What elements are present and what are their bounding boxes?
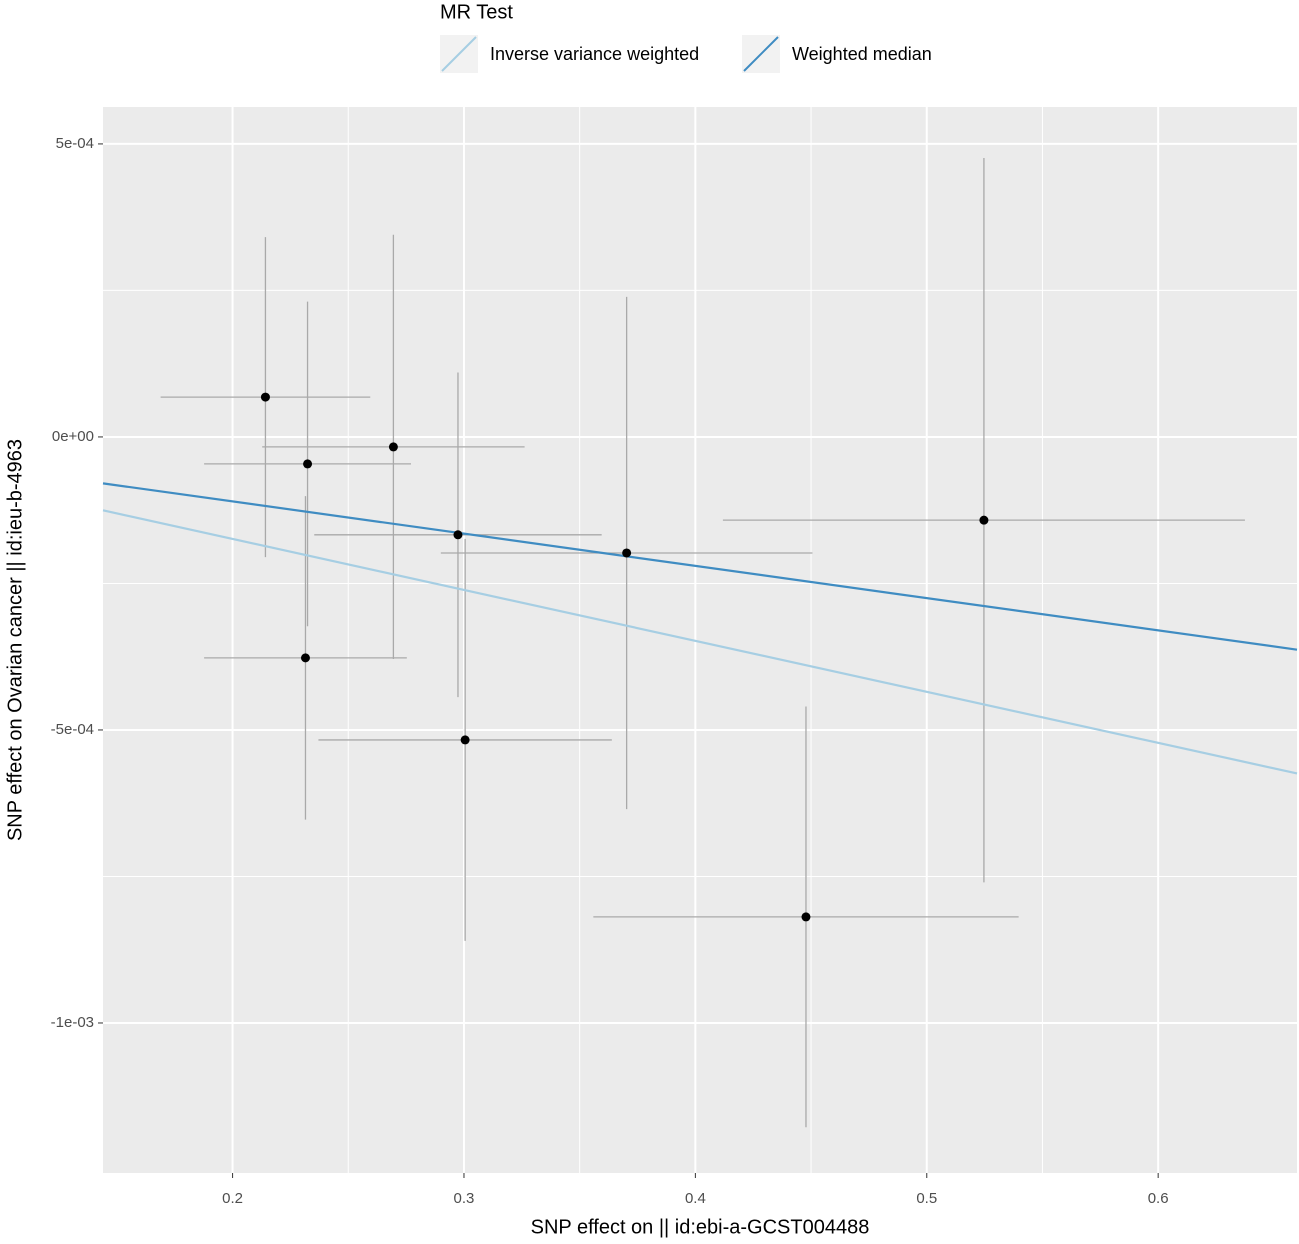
y-tick-label: 5e-04 bbox=[56, 135, 94, 152]
legend-swatch bbox=[441, 36, 477, 72]
legend-title: MR Test bbox=[440, 1, 513, 23]
y-tick-label: 0e+00 bbox=[52, 428, 94, 445]
point bbox=[300, 653, 310, 663]
x-tick-label: 0.6 bbox=[1148, 1190, 1169, 1207]
y-tick-label: -1e-03 bbox=[51, 1014, 94, 1031]
point bbox=[453, 530, 463, 540]
x-tick-label: 0.2 bbox=[222, 1190, 243, 1207]
point bbox=[303, 459, 313, 469]
point bbox=[979, 515, 989, 525]
mr-line bbox=[102, 509, 1298, 775]
mr-line bbox=[102, 482, 1298, 651]
x-tick-label: 0.3 bbox=[454, 1190, 475, 1207]
x-tick-label: 0.5 bbox=[916, 1190, 937, 1207]
point bbox=[622, 548, 632, 558]
point bbox=[801, 912, 811, 922]
grid bbox=[103, 107, 1297, 1173]
legend-label: Inverse variance weighted bbox=[490, 44, 699, 64]
point bbox=[260, 392, 270, 402]
x-tick-label: 0.4 bbox=[685, 1190, 706, 1207]
x-axis-label: SNP effect on || id:ebi-a-GCST004488 bbox=[531, 1216, 870, 1238]
marks bbox=[102, 157, 1298, 1128]
point bbox=[388, 442, 398, 452]
point bbox=[460, 735, 470, 745]
panel bbox=[103, 107, 1297, 1173]
legend-swatch bbox=[743, 36, 779, 72]
legend-label: Weighted median bbox=[792, 44, 932, 64]
y-tick-label: -5e-04 bbox=[51, 721, 94, 738]
y-axis-label: SNP effect on Ovarian cancer || id:ieu-b… bbox=[4, 439, 26, 841]
